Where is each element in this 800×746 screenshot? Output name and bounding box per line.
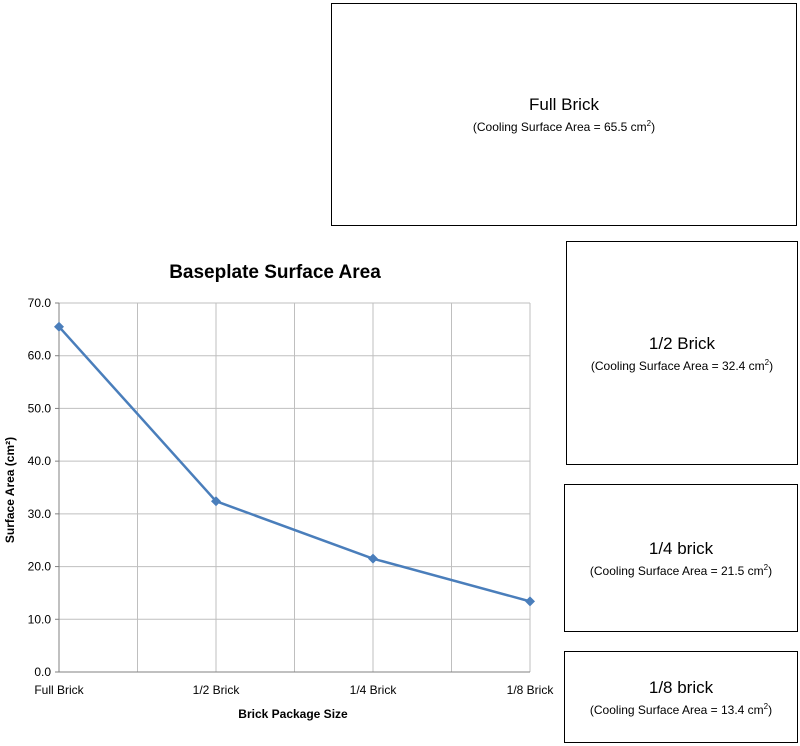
chart-title: Baseplate Surface Area	[169, 262, 381, 283]
y-tick-label: 40.0	[28, 454, 52, 468]
series-line	[58, 325, 531, 603]
data-point	[525, 596, 535, 607]
eighth-brick-area: (Cooling Surface Area = 13.4 cm2)	[589, 701, 773, 717]
x-tick-labels: Full Brick 1/2 Brick 1/4 Brick 1/8 Brick	[34, 683, 554, 697]
y-tick-label: 70.0	[28, 296, 52, 310]
y-tick-labels: 0.0 10.0 20.0 30.0 40.0 50.0 60.0 70.0	[28, 296, 52, 679]
chart-series	[54, 321, 535, 607]
y-tick-label: 60.0	[28, 349, 52, 363]
half-brick-box: 1/2 Brick (Cooling Surface Area = 32.4 c…	[566, 241, 798, 465]
quarter-brick-name: 1/4 brick	[648, 538, 714, 558]
full-brick-area: (Cooling Surface Area = 65.5 cm2)	[472, 119, 656, 134]
y-tick-label: 20.0	[28, 560, 52, 574]
chart-grid	[59, 302, 531, 672]
full-brick-box: Full Brick (Cooling Surface Area = 65.5 …	[331, 3, 797, 226]
data-point	[211, 496, 221, 507]
y-tick-label: 30.0	[28, 507, 52, 521]
x-tick-label: 1/8 Brick	[507, 683, 555, 697]
full-brick-name: Full Brick	[529, 95, 599, 114]
x-tick-label: 1/2 Brick	[193, 683, 241, 697]
x-axis-label: Brick Package Size	[238, 707, 348, 721]
y-tick-label: 10.0	[28, 612, 52, 626]
x-tick-label: 1/4 Brick	[350, 683, 398, 697]
eighth-brick-name: 1/8 brick	[648, 677, 714, 697]
y-tick-label: 50.0	[28, 401, 52, 415]
x-tick-label: Full Brick	[34, 683, 84, 697]
eighth-brick-box: 1/8 brick (Cooling Surface Area = 13.4 c…	[564, 651, 798, 743]
half-brick-area: (Cooling Surface Area = 32.4 cm2)	[590, 357, 774, 373]
y-tick-label: 0.0	[34, 665, 51, 679]
chart-axes	[55, 302, 530, 673]
quarter-brick-box: 1/4 brick (Cooling Surface Area = 21.5 c…	[564, 484, 798, 632]
data-point	[368, 553, 378, 564]
data-point	[54, 321, 64, 332]
y-axis-label: Surface Area (cm²)	[3, 437, 17, 543]
half-brick-name: 1/2 Brick	[648, 333, 716, 353]
surface-area-chart: Baseplate Surface Area 0.0 10.0 20.0 30.0 40…	[3, 262, 554, 721]
quarter-brick-area: (Cooling Surface Area = 21.5 cm2)	[589, 562, 773, 578]
